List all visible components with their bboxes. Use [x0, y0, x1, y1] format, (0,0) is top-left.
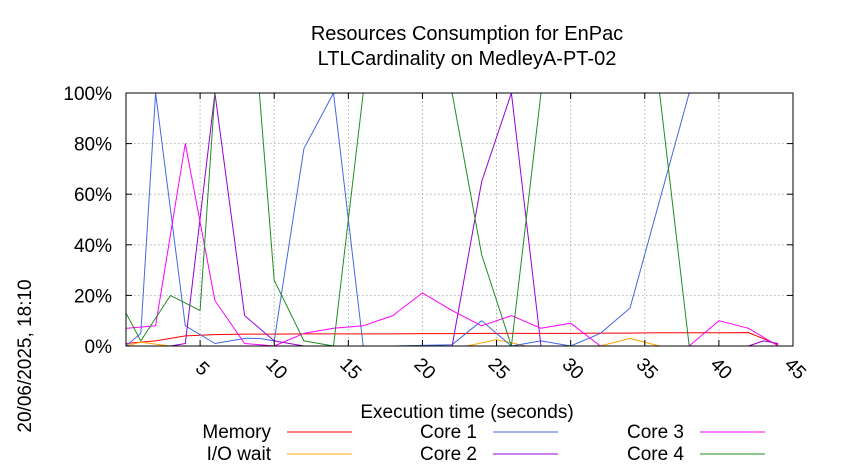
x-tick-label: 40 [706, 354, 736, 384]
legend-label-core-3: Core 3 [627, 422, 684, 443]
x-tick-label: 25 [484, 354, 514, 384]
x-tick-label: 30 [558, 354, 588, 384]
x-tick-label: 5 [191, 358, 213, 380]
y-tick-label: 100% [63, 84, 112, 105]
series-line-memory [125, 332, 779, 346]
series-line-core-2 [126, 92, 779, 347]
series-lines [125, 92, 779, 347]
plot-frame [125, 92, 794, 347]
series-line-core-4 [125, 92, 779, 347]
y-tick-label: 60% [74, 185, 112, 206]
grid [126, 93, 793, 346]
x-tick-label: 20 [409, 354, 439, 384]
legend-label-core-1: Core 1 [420, 422, 477, 443]
x-tick-label: 45 [780, 354, 810, 384]
chart-subtitle: LTLCardinality on MedleyA-PT-02 [318, 48, 617, 70]
side-timestamp-label: 20/06/2025, 18:10 [15, 279, 36, 432]
legend-label-core-4: Core 4 [627, 444, 684, 465]
chart-title: Resources Consumption for EnPac [311, 23, 623, 45]
series-line-core-1 [125, 92, 779, 347]
y-tick-label: 80% [74, 135, 112, 156]
legend-label-core-2: Core 2 [420, 444, 477, 465]
legend-label-memory: Memory [202, 422, 271, 443]
y-tick-label: 20% [74, 286, 112, 307]
x-tick-label: 35 [632, 354, 662, 384]
series-line-core-3 [125, 143, 779, 347]
y-tick-label: 40% [74, 236, 112, 257]
legend-label-i-o-wait: I/O wait [207, 444, 272, 465]
x-tick-label: 10 [261, 354, 291, 384]
x-axis-label: Execution time (seconds) [360, 402, 573, 423]
ticks [126, 92, 794, 347]
x-tick-label: 15 [335, 354, 365, 384]
y-tick-label: 0% [85, 337, 113, 358]
